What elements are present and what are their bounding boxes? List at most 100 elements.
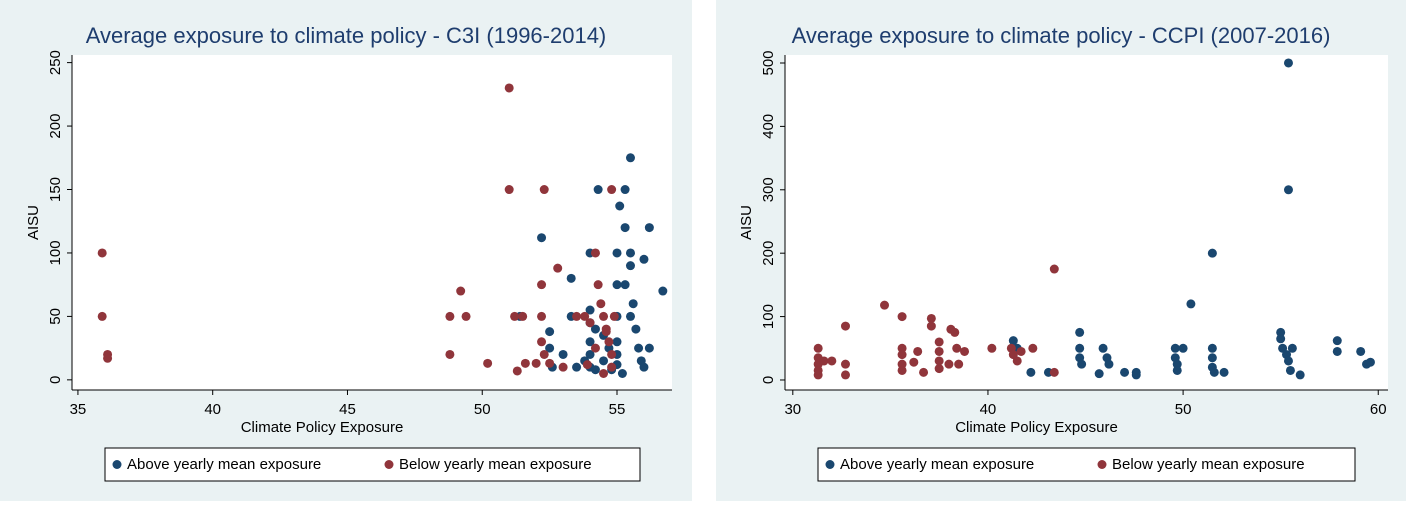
point <box>566 273 576 283</box>
point <box>520 358 530 368</box>
point <box>926 321 936 331</box>
point <box>445 349 455 359</box>
y-tick-label: 100 <box>760 304 777 329</box>
point <box>590 248 600 258</box>
y-axis-label: AISU <box>738 205 755 240</box>
point <box>580 311 590 321</box>
point <box>1287 343 1297 353</box>
x-tick-label: 50 <box>1175 401 1192 418</box>
point <box>934 356 944 366</box>
legend-marker <box>1097 460 1107 469</box>
point <box>897 365 907 375</box>
point <box>644 343 654 353</box>
point <box>456 286 466 296</box>
point <box>504 185 514 195</box>
point <box>1016 346 1026 356</box>
y-tick-label: 250 <box>47 50 64 75</box>
point <box>620 280 630 290</box>
point <box>897 343 907 353</box>
point <box>103 353 113 363</box>
point <box>558 362 568 372</box>
point <box>944 359 954 369</box>
point <box>518 311 528 321</box>
point <box>1283 185 1293 195</box>
x-tick-label: 40 <box>204 401 221 418</box>
plot-area <box>785 55 1388 390</box>
point <box>960 346 970 356</box>
point <box>617 369 627 379</box>
point <box>593 185 603 195</box>
point <box>1332 346 1342 356</box>
legend-marker <box>825 460 835 469</box>
point <box>1295 370 1305 380</box>
point <box>585 337 595 347</box>
point <box>97 248 107 258</box>
point <box>634 343 644 353</box>
y-tick-label: 200 <box>760 241 777 266</box>
legend-label: Below yearly mean exposure <box>1112 456 1305 473</box>
point <box>620 223 630 233</box>
point <box>545 358 555 368</box>
point <box>639 362 649 372</box>
point <box>631 324 641 334</box>
legend-marker <box>112 460 122 469</box>
point <box>539 349 549 359</box>
point <box>1172 359 1182 369</box>
point <box>658 286 668 296</box>
point <box>897 312 907 322</box>
y-tick-label: 500 <box>760 50 777 75</box>
point <box>537 233 547 243</box>
point <box>585 349 595 359</box>
y-tick-label: 200 <box>47 114 64 139</box>
point <box>840 359 850 369</box>
plot-area <box>72 55 672 390</box>
point <box>625 311 635 321</box>
point <box>531 358 541 368</box>
point <box>599 311 609 321</box>
x-tick-label: 30 <box>784 401 801 418</box>
point <box>926 313 936 323</box>
legend-marker <box>384 460 394 469</box>
y-tick-label: 400 <box>760 114 777 139</box>
point <box>483 358 493 368</box>
y-tick-label: 0 <box>47 376 64 384</box>
x-tick-label: 45 <box>339 401 356 418</box>
point <box>612 337 622 347</box>
y-tick-label: 100 <box>47 240 64 265</box>
point <box>950 327 960 337</box>
point <box>461 311 471 321</box>
y-tick-label: 300 <box>760 177 777 202</box>
point <box>572 311 582 321</box>
point <box>1356 346 1366 356</box>
point <box>1276 334 1286 344</box>
point <box>1094 369 1104 379</box>
point <box>1172 365 1182 375</box>
point <box>987 343 997 353</box>
chart-title: Average exposure to climate policy - C3I… <box>86 23 607 48</box>
point <box>604 337 614 347</box>
point <box>590 324 600 334</box>
point <box>537 311 547 321</box>
point <box>607 349 617 359</box>
y-axis-label: AISU <box>25 205 42 240</box>
point <box>880 300 890 310</box>
point <box>97 311 107 321</box>
point <box>628 299 638 309</box>
point <box>1170 343 1180 353</box>
point <box>827 356 837 366</box>
point <box>612 248 622 258</box>
point <box>934 337 944 347</box>
point <box>1120 367 1130 377</box>
point <box>1098 343 1108 353</box>
point <box>1075 343 1085 353</box>
point <box>913 346 923 356</box>
point <box>590 365 600 375</box>
point <box>504 83 514 93</box>
point <box>1049 264 1059 274</box>
point <box>612 280 622 290</box>
point <box>954 359 964 369</box>
point <box>545 327 555 337</box>
point <box>512 366 522 376</box>
point <box>840 370 850 380</box>
